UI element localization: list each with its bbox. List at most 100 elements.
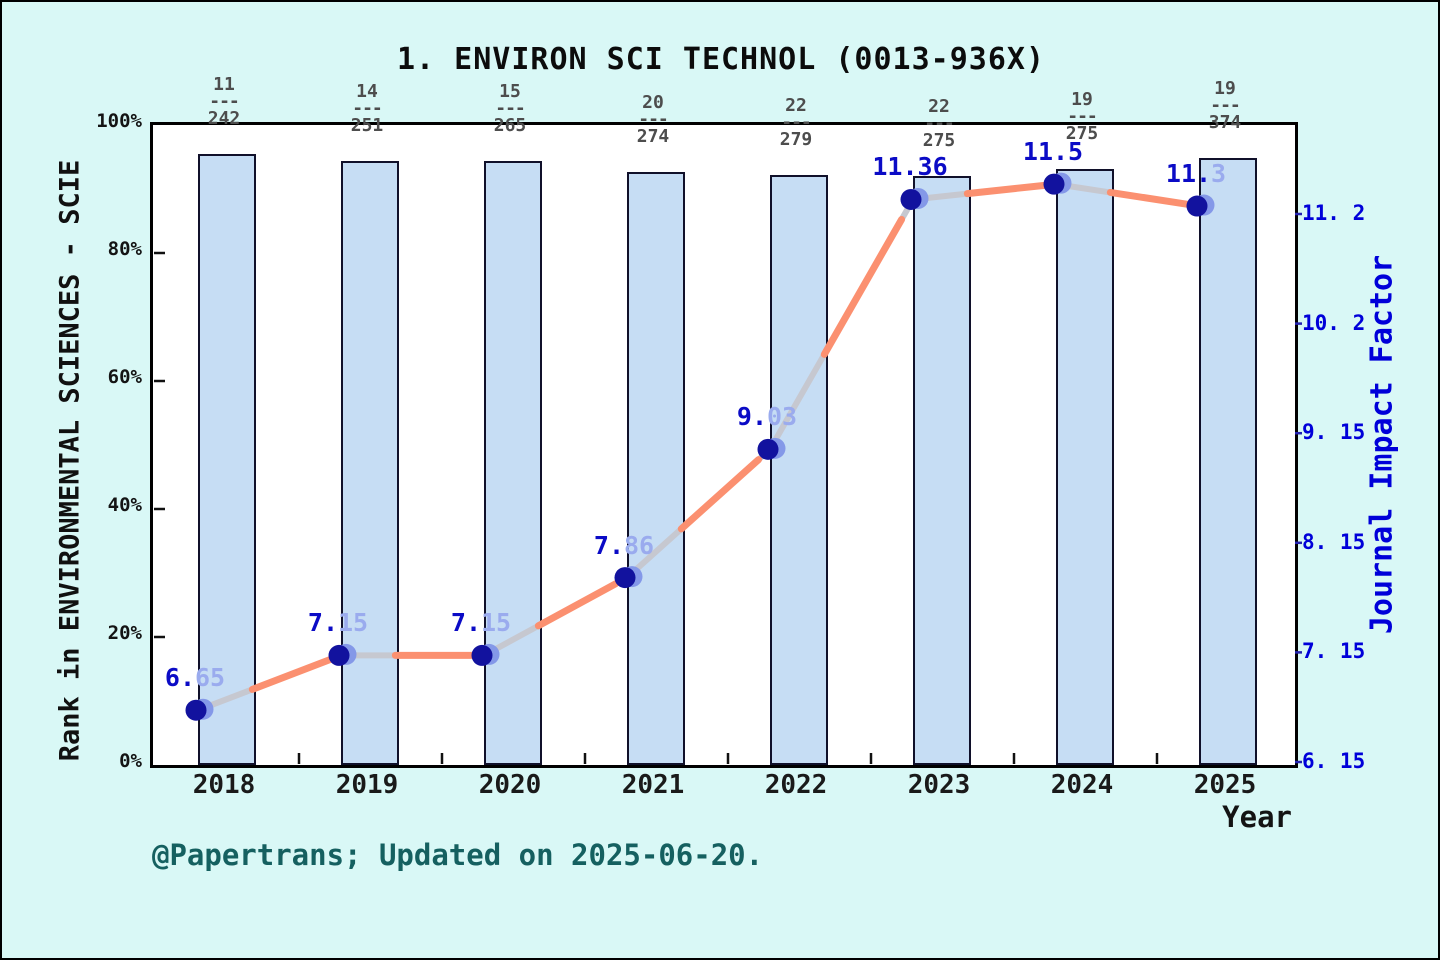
right-tick-label: 10. 2 bbox=[1302, 310, 1366, 335]
impact-factor-label-2022: 9.03 bbox=[687, 402, 847, 431]
fraction-denominator: 374 bbox=[1208, 111, 1242, 133]
bar-2023 bbox=[913, 176, 971, 765]
fraction-denominator: 275 bbox=[1065, 123, 1099, 145]
fraction-bar: --- bbox=[352, 97, 382, 119]
right-tick-label: 11. 2 bbox=[1302, 201, 1366, 225]
fraction-bar: --- bbox=[1210, 94, 1240, 116]
impact-factor-point bbox=[614, 567, 636, 589]
impact-factor-label-dark: 9. bbox=[736, 402, 767, 432]
left-tick-label: 0% bbox=[119, 750, 142, 772]
fraction-numerator: 11 bbox=[213, 74, 235, 96]
x-tick-label-2022: 2022 bbox=[764, 770, 828, 800]
rank-fraction-2024: 19 --- 275 bbox=[1027, 90, 1137, 143]
line-orange-segment bbox=[534, 580, 620, 630]
x-tick-label-2021: 2021 bbox=[621, 770, 685, 800]
fraction-numerator: 22 bbox=[928, 96, 950, 118]
bar-2025 bbox=[1199, 157, 1257, 765]
fraction-numerator: 19 bbox=[1214, 77, 1236, 99]
impact-factor-label-light: 03 bbox=[767, 402, 798, 432]
right-tick-label: 9. 15 bbox=[1302, 420, 1366, 445]
fraction-numerator: 19 bbox=[1071, 89, 1093, 111]
fraction-numerator: 20 bbox=[642, 91, 664, 113]
impact-factor-point bbox=[328, 644, 350, 666]
impact-factor-point bbox=[1186, 195, 1208, 217]
impact-factor-label-dark: 7. bbox=[307, 608, 338, 638]
chart-title: 1. ENVIRON SCI TECHNOL (0013-936X) bbox=[396, 42, 1046, 77]
rank-fraction-2023: 22 --- 275 bbox=[884, 97, 994, 150]
impact-factor-point bbox=[757, 438, 779, 460]
rank-fraction-2018: 11 --- 242 bbox=[169, 75, 279, 128]
x-tick-label-2020: 2020 bbox=[478, 770, 542, 800]
bar-2020 bbox=[484, 161, 542, 765]
impact-factor-label-dark: 6. bbox=[164, 663, 195, 693]
fraction-denominator: 265 bbox=[493, 115, 527, 137]
bar-2024 bbox=[1056, 169, 1114, 765]
right-tick-label: 6. 15 bbox=[1302, 749, 1366, 773]
bar-2021 bbox=[627, 171, 685, 765]
impact-factor-label-2021: 7.86 bbox=[544, 531, 704, 560]
left-tick-label: 80% bbox=[107, 238, 142, 260]
impact-factor-point bbox=[900, 188, 922, 210]
rank-fraction-2020: 15 --- 265 bbox=[455, 82, 565, 135]
x-tick-label-2024: 2024 bbox=[1050, 770, 1114, 800]
left-tick-label: 40% bbox=[107, 494, 142, 516]
rank-fraction-2021: 20 --- 274 bbox=[598, 93, 708, 146]
impact-factor-point bbox=[1043, 173, 1065, 195]
fraction-bar: --- bbox=[1067, 106, 1097, 128]
x-tick-label-2025: 2025 bbox=[1193, 770, 1257, 800]
right-tick-label: 8. 15 bbox=[1302, 529, 1366, 554]
impact-factor-label-2023: 11.36 bbox=[830, 152, 990, 181]
line-orange-segment bbox=[248, 656, 334, 693]
fraction-numerator: 15 bbox=[499, 81, 521, 103]
impact-factor-point bbox=[471, 644, 493, 666]
bar-2019 bbox=[341, 160, 399, 765]
fraction-bar: --- bbox=[924, 113, 954, 135]
x-axis-title: Year bbox=[1222, 800, 1292, 834]
impact-factor-label-2025: 11.3 bbox=[1116, 159, 1276, 188]
right-tick-label: 7. 15 bbox=[1302, 639, 1366, 664]
bar-2022 bbox=[770, 175, 828, 765]
fraction-bar: --- bbox=[781, 112, 811, 134]
impact-factor-label-dark: 7. bbox=[450, 608, 481, 638]
rank-fraction-2025: 19 --- 374 bbox=[1170, 79, 1280, 132]
impact-factor-label-light: 3 bbox=[1211, 159, 1227, 189]
fraction-denominator: 274 bbox=[636, 125, 670, 147]
impact-factor-label-light: 15 bbox=[481, 608, 512, 638]
line-orange-segment bbox=[963, 181, 1049, 198]
impact-factor-label-light: 86 bbox=[624, 530, 655, 560]
fraction-denominator: 242 bbox=[207, 108, 241, 130]
impact-factor-label-light: 65 bbox=[195, 663, 226, 693]
rank-fraction-2019: 14 --- 251 bbox=[312, 82, 422, 135]
x-tick-label-2023: 2023 bbox=[907, 770, 971, 800]
impact-factor-line-layer bbox=[154, 172, 1215, 764]
fraction-bar: --- bbox=[209, 91, 239, 113]
impact-factor-label-dark: 11. bbox=[1165, 159, 1212, 189]
fraction-numerator: 14 bbox=[356, 80, 378, 102]
plot-area bbox=[150, 122, 1298, 768]
impact-factor-label-2019: 7.15 bbox=[258, 608, 418, 637]
x-tick-label-2018: 2018 bbox=[192, 770, 256, 800]
impact-factor-label-2018: 6.65 bbox=[115, 663, 275, 692]
left-tick-label: 20% bbox=[107, 622, 142, 644]
bar-2018 bbox=[198, 154, 256, 765]
fraction-bar: --- bbox=[638, 108, 668, 130]
impact-factor-point bbox=[185, 699, 207, 721]
fraction-bar: --- bbox=[495, 98, 525, 120]
fraction-denominator: 275 bbox=[922, 130, 956, 152]
right-axis-ticks bbox=[1295, 212, 1302, 764]
impact-factor-label-dark: 11.36 bbox=[872, 152, 948, 182]
fraction-denominator: 251 bbox=[350, 114, 384, 136]
x-tick-label-2019: 2019 bbox=[335, 770, 399, 800]
impact-factor-label-2020: 7.15 bbox=[401, 608, 561, 637]
fraction-denominator: 279 bbox=[779, 129, 813, 151]
footer-credit: @Papertrans; Updated on 2025-06-20. bbox=[152, 838, 764, 872]
left-tick-label: 100% bbox=[96, 110, 142, 132]
fraction-numerator: 22 bbox=[785, 95, 807, 117]
impact-factor-label-2024: 11.5 bbox=[973, 137, 1133, 166]
impact-factor-label-light: 15 bbox=[338, 608, 369, 638]
rank-fraction-2022: 22 --- 279 bbox=[741, 96, 851, 149]
line-orange-segment bbox=[820, 215, 906, 358]
line-orange-segment bbox=[1106, 188, 1192, 208]
impact-factor-label-dark: 11.5 bbox=[1022, 137, 1084, 167]
